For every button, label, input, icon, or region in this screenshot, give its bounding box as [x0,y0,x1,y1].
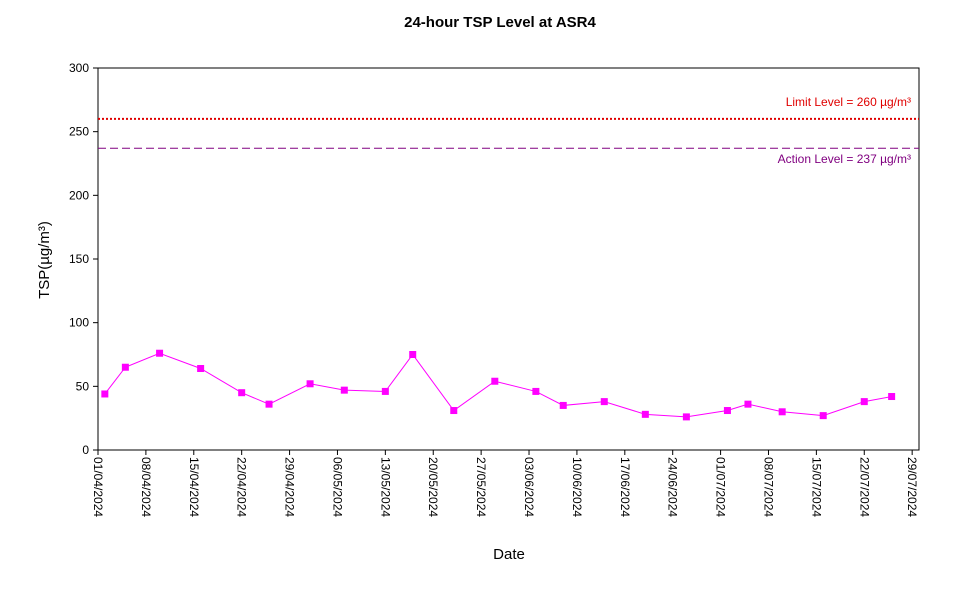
data-point [409,351,417,358]
x-tick-label: 08/07/2024 [761,457,775,517]
x-tick-label: 13/05/2024 [378,457,392,517]
reference-lines: Limit Level = 260 µg/m³ Action Level = 23… [98,95,919,166]
x-tick-label: 24/06/2024 [666,457,680,517]
x-tick-label: 01/04/2024 [91,457,105,517]
plot-area [97,67,920,451]
y-tick-label: 300 [69,61,89,75]
x-tick-label: 01/07/2024 [714,457,728,517]
x-tick-label: 15/04/2024 [187,457,201,517]
x-tick-label: 03/06/2024 [522,457,536,517]
reference-line-label: Action Level = 237 µg/m³ [778,152,911,166]
reference-line-label: Limit Level = 260 µg/m³ [786,95,911,109]
data-point [101,390,109,398]
y-axis: 0 50 100 150 200 250 300 [69,61,98,457]
data-point [860,398,868,406]
x-tick-label: 22/07/2024 [857,457,871,517]
x-axis-title: Date [493,546,525,563]
data-point [778,408,786,416]
series-line [104,352,892,418]
x-tick-label: 06/05/2024 [330,457,344,517]
data-point [156,349,164,357]
plot-frame [97,67,920,451]
series-layer [101,349,896,421]
data-point [381,387,389,395]
data-point [238,389,246,397]
x-tick-label: 20/05/2024 [426,457,440,517]
y-tick-label: 50 [76,379,90,393]
x-tick-label: 22/04/2024 [235,457,249,517]
data-point [723,407,731,415]
x-tick-label: 29/07/2024 [905,457,919,517]
y-tick-label: 200 [69,188,89,202]
y-tick-label: 100 [69,316,89,330]
x-tick-label: 15/07/2024 [809,457,823,517]
data-point [491,377,499,385]
y-tick-label: 250 [69,125,89,139]
data-point [682,413,690,421]
data-point [197,365,205,373]
chart-title: 24-hour TSP Level at ASR4 [404,14,596,31]
x-tick-label: 08/04/2024 [139,457,153,517]
x-tick-label: 17/06/2024 [618,457,632,517]
data-point [888,393,896,401]
y-tick-label: 150 [69,252,89,266]
data-point [641,410,649,418]
x-tick-label: 10/06/2024 [570,457,584,517]
data-point [265,400,273,408]
data-point [450,407,458,415]
x-tick-label: 27/05/2024 [474,457,488,517]
data-point [559,401,567,409]
data-point [744,400,752,408]
data-point [600,398,608,406]
x-tick-label: 29/04/2024 [283,457,297,517]
y-axis-title: TSP(µg/m³) [36,221,53,299]
data-point [121,363,129,371]
data-point [819,412,827,420]
y-tick-label: 0 [82,443,89,457]
data-point [532,387,540,395]
x-axis: 01/04/2024 08/04/2024 15/04/2024 22/04/2024… [91,450,919,517]
data-point [306,380,314,388]
data-point [340,386,348,394]
